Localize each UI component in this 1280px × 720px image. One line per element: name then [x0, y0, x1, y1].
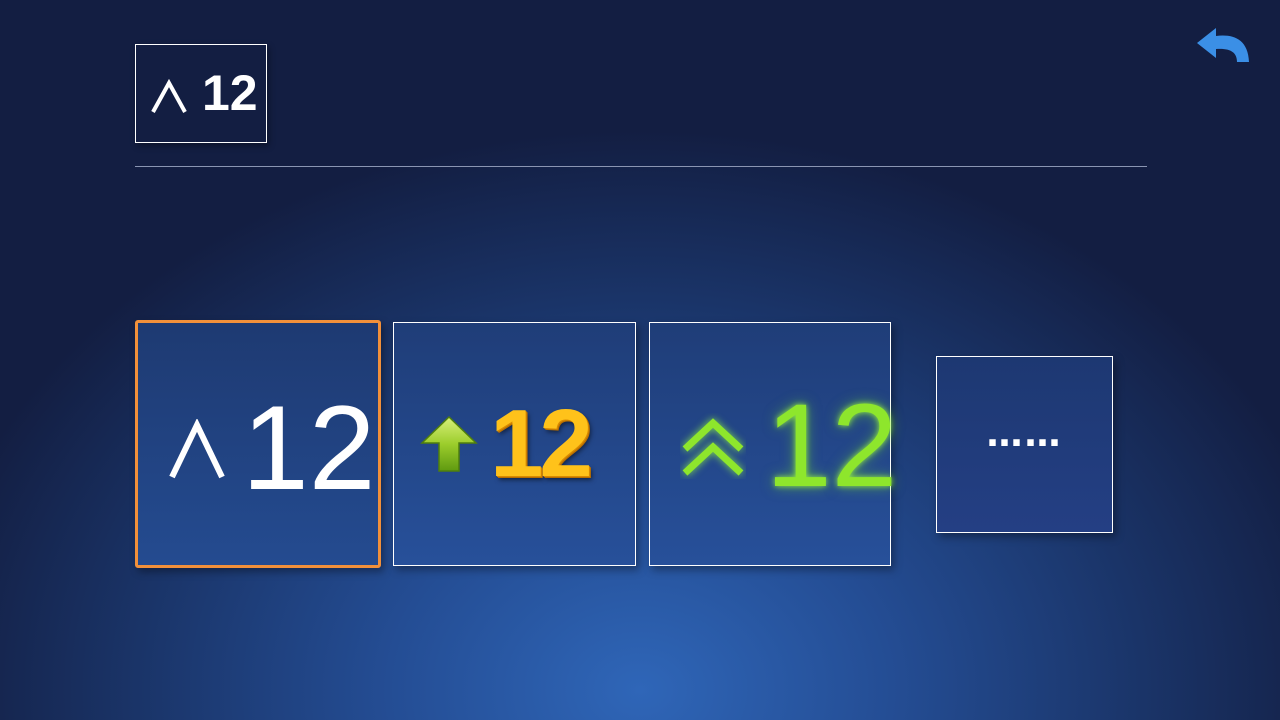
style-option-label: 12 — [490, 390, 593, 497]
back-button[interactable] — [1194, 24, 1252, 66]
divider — [135, 166, 1147, 167]
more-styles-label: …… — [986, 414, 1063, 455]
caret-up-icon — [169, 419, 225, 479]
style-option-caret[interactable]: 12 — [135, 320, 381, 568]
style-option-label: 12 — [242, 381, 376, 515]
up-arrow-icon — [420, 415, 478, 472]
style-option-label: 12 — [766, 380, 898, 512]
double-chevron-up-icon — [682, 418, 744, 476]
caret-up-icon — [151, 79, 187, 113]
style-option-arrow[interactable]: 12 — [393, 322, 636, 566]
current-style-preview: 12 — [135, 44, 267, 143]
more-styles-button[interactable]: …… — [936, 356, 1113, 533]
style-option-double-chevron[interactable]: 12 — [649, 322, 897, 566]
undo-arrow-icon — [1197, 28, 1249, 62]
preview-value: 12 — [202, 65, 258, 121]
